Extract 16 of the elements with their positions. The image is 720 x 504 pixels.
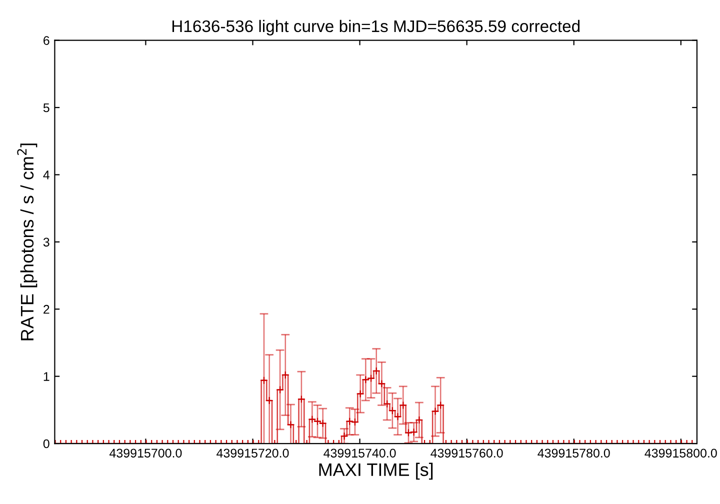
chart-title: H1636-536 light curve bin=1s MJD=56635.59 corrected — [172, 20, 580, 36]
x-tick-label: 439915800.0 — [644, 448, 717, 458]
x-tick-label: 439915780.0 — [538, 448, 610, 458]
x-tick-label: 439915740.0 — [324, 448, 396, 458]
y-tick-label: 6 — [44, 36, 50, 45]
x-axis-title: MAXI TIME [s] — [319, 462, 433, 480]
x-tick-label: 439915720.0 — [216, 448, 289, 458]
y-axis-title: RATE [photons / s / cm$^{2}$] — [17, 144, 38, 340]
y-tick-label: 4 — [43, 170, 50, 180]
x-tick-label: 439915760.0 — [430, 448, 503, 458]
y-tick-label: 3 — [43, 238, 50, 247]
x-tick-label: 439915700.0 — [110, 448, 182, 458]
y-tick-label: 0 — [43, 439, 50, 448]
y-tick-label: 1 — [44, 372, 50, 381]
y-tick-label: 5 — [43, 103, 50, 112]
y-tick-label: 2 — [44, 304, 50, 314]
